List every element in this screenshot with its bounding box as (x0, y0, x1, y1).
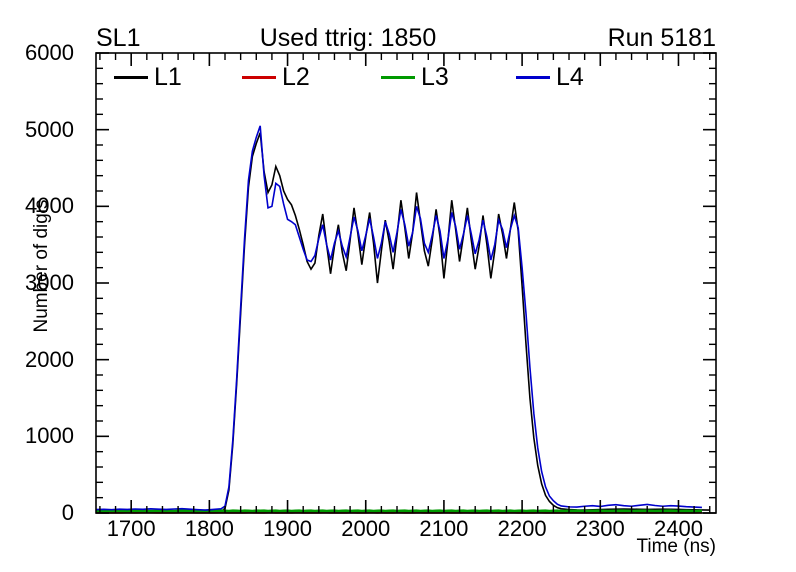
legend-entry-l1: L1 (114, 62, 182, 92)
legend-swatch-l3 (381, 75, 415, 79)
legend-label-l3: L3 (421, 63, 449, 91)
y-tick-label: 4000 (25, 193, 74, 219)
plot-frame (95, 52, 717, 514)
run-label: Run 5181 (607, 24, 716, 52)
legend-label-l4: L4 (556, 63, 584, 91)
legend-swatch-l1 (114, 75, 148, 79)
y-tick-label: 5000 (25, 116, 74, 142)
y-tick-label: 2000 (25, 346, 74, 372)
series-line-l4 (95, 125, 702, 511)
legend: L1 L2 L3 L4 (96, 62, 716, 96)
series-line-l1 (95, 132, 710, 514)
legend-label-l2: L2 (282, 63, 310, 91)
y-tick-label: 1000 (25, 423, 74, 449)
y-tick-label: 3000 (25, 270, 74, 295)
legend-entry-l2: L2 (242, 62, 310, 92)
x-tick-label: 2100 (419, 516, 469, 541)
legend-entry-l3: L3 (381, 62, 449, 92)
superlayer-label: SL1 (96, 24, 141, 52)
x-tick-label: 1800 (184, 516, 234, 541)
legend-label-l1: L1 (154, 63, 182, 91)
y-tick-label: 0 (61, 500, 74, 525)
x-axis-title: Time (ns) (636, 536, 716, 557)
x-tick-label: 2000 (341, 516, 391, 541)
legend-swatch-l2 (242, 75, 276, 79)
x-tick-label: 2300 (575, 516, 625, 541)
legend-swatch-l4 (516, 75, 550, 79)
legend-entry-l4: L4 (516, 62, 584, 92)
x-tick-label: 2200 (497, 516, 547, 541)
y-tick-label: 6000 (25, 40, 74, 65)
x-tick-label: 1900 (263, 516, 313, 541)
x-tick-label: 1700 (106, 516, 156, 541)
chart-title: Used ttrig: 1850 (259, 24, 437, 52)
x-tick-label: 2400 (653, 516, 703, 541)
